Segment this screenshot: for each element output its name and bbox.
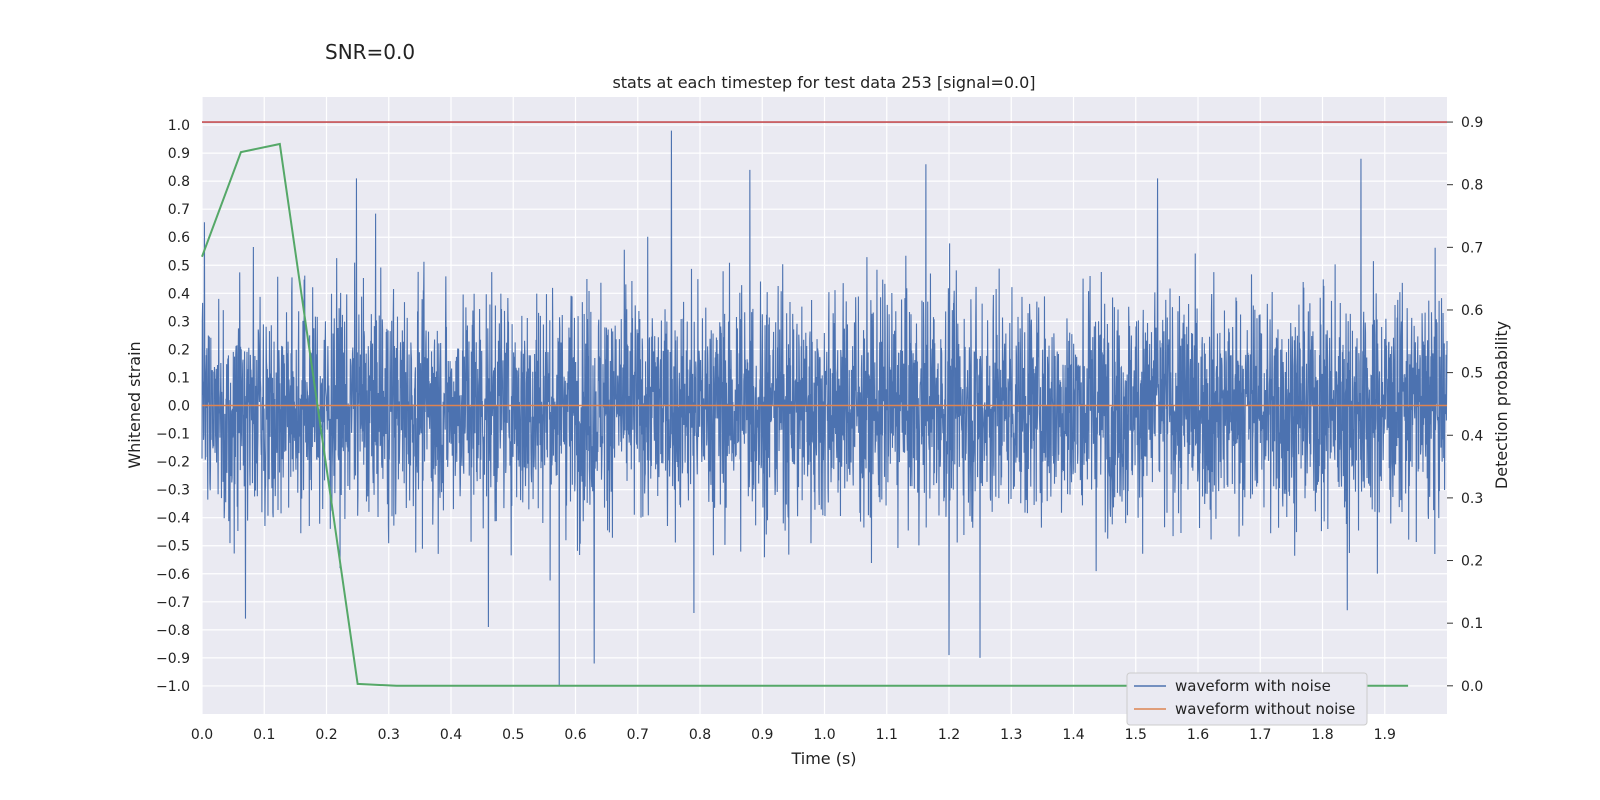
x-tick-label: 0.7 — [627, 727, 649, 743]
y-tick-label: 0.2 — [168, 342, 190, 358]
x-tick-label: 0.5 — [502, 727, 524, 743]
y-tick-label: −0.4 — [156, 511, 190, 527]
figure-suptitle: SNR=0.0 — [325, 40, 416, 64]
y-tick-label: 0.0 — [168, 399, 190, 415]
y-tick-label: −1.0 — [156, 679, 190, 695]
x-tick-label: 1.3 — [1000, 727, 1022, 743]
y2-tick-label: 0.4 — [1461, 428, 1483, 444]
x-tick-labels: 0.0 0.1 0.2 0.3 0.4 0.5 0.6 0.7 0.8 0.9 1.0 1.1 1.2 1… — [191, 727, 1396, 743]
y2-tick-label: 0.8 — [1461, 178, 1483, 194]
series-layer — [201, 121, 1448, 687]
x-tick-label: 1.1 — [876, 727, 898, 743]
x-tick-label: 1.5 — [1125, 727, 1147, 743]
y-tick-label: −0.3 — [156, 483, 190, 499]
y2-axis-label: Detection probability — [1492, 321, 1511, 489]
x-tick-label: 0.0 — [191, 727, 213, 743]
y-tick-label: −0.6 — [156, 567, 190, 583]
legend: waveform with noise waveform without noi… — [1126, 672, 1368, 726]
x-tick-label: 1.0 — [813, 727, 835, 743]
x-tick-label: 1.8 — [1311, 727, 1333, 743]
x-tick-label: 1.7 — [1249, 727, 1271, 743]
series-detection-probability — [201, 142, 1409, 687]
y2-tick-label: 0.7 — [1461, 240, 1483, 256]
y-tick-label: −0.9 — [156, 651, 190, 667]
y-tick-label: 0.6 — [168, 230, 190, 246]
x-tick-label: 1.2 — [938, 727, 960, 743]
x-tick-label: 1.9 — [1374, 727, 1396, 743]
x-tick-label: 0.6 — [564, 727, 586, 743]
y-tick-labels: 1.0 0.9 0.8 0.7 0.6 0.5 0.4 0.3 0.2 0.1 0.0 −0.1 −0.… — [156, 118, 190, 695]
y-tick-label: 0.4 — [168, 286, 190, 302]
y-tick-label: 0.3 — [168, 314, 190, 330]
x-tick-label: 1.4 — [1062, 727, 1084, 743]
y-tick-label: 0.7 — [168, 202, 190, 218]
x-tick-label: 1.6 — [1187, 727, 1209, 743]
y2-tick-label: 0.1 — [1461, 616, 1483, 632]
legend-label-clean: waveform without noise — [1175, 700, 1355, 718]
y2-tick-label: 0.3 — [1461, 491, 1483, 507]
series-waveform-with-noise — [201, 130, 1448, 686]
legend-label-noise: waveform with noise — [1175, 677, 1331, 695]
y-axis-label: Whitened strain — [125, 341, 144, 468]
x-tick-label: 0.9 — [751, 727, 773, 743]
chart-title: stats at each timestep for test data 253… — [612, 73, 1035, 92]
x-tick-label: 0.8 — [689, 727, 711, 743]
x-tick-label: 0.2 — [315, 727, 337, 743]
y-tick-label: −0.7 — [156, 595, 190, 611]
x-tick-label: 0.1 — [253, 727, 275, 743]
y-tick-label: 0.1 — [168, 370, 190, 386]
x-axis-label: Time (s) — [790, 749, 856, 768]
legend-box — [1126, 672, 1368, 726]
y2-tick-label: 0.6 — [1461, 303, 1483, 319]
y2-tick-label: 0.0 — [1461, 679, 1483, 695]
y-tick-label: 1.0 — [168, 118, 190, 134]
y2-tick-label: 0.2 — [1461, 554, 1483, 570]
y-tick-label: −0.2 — [156, 455, 190, 471]
y-tick-label: 0.9 — [168, 146, 190, 162]
y2-tick-labels: 0.9 0.8 0.7 0.6 0.5 0.4 0.3 0.2 0.1 0.0 — [1447, 115, 1483, 695]
y-tick-label: 0.8 — [168, 174, 190, 190]
y-tick-label: −0.5 — [156, 539, 190, 555]
y-tick-label: 0.5 — [168, 258, 190, 274]
x-tick-label: 0.4 — [440, 727, 462, 743]
y-tick-label: −0.8 — [156, 623, 190, 639]
y-tick-label: −0.1 — [156, 427, 190, 443]
y2-tick-label: 0.5 — [1461, 366, 1483, 382]
y2-tick-label: 0.9 — [1461, 115, 1483, 131]
x-tick-label: 0.3 — [378, 727, 400, 743]
